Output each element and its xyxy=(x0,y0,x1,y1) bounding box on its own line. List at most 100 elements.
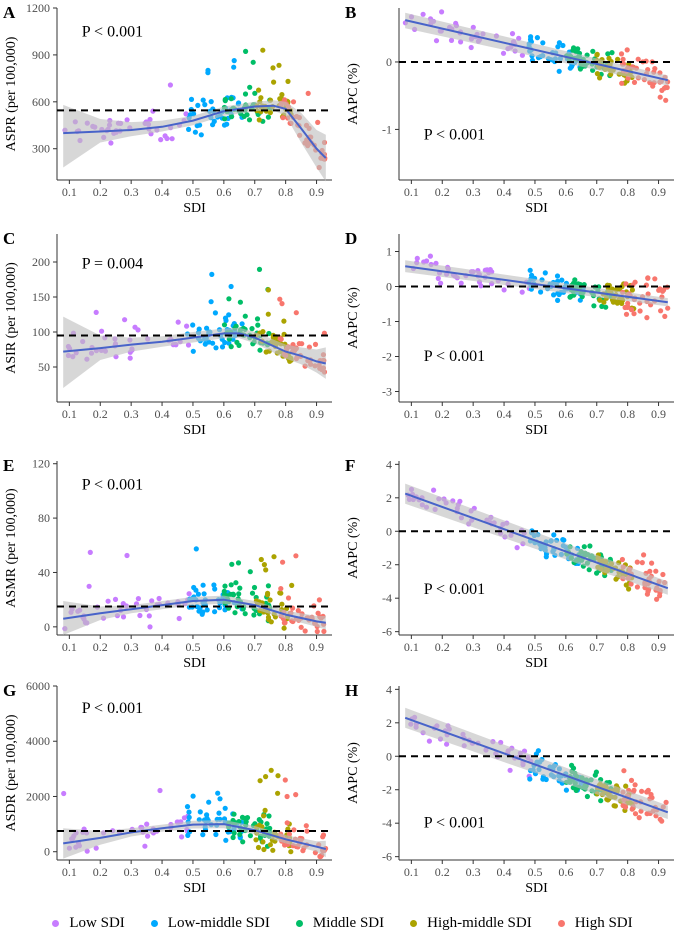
x-tick-label: 0.5 xyxy=(527,407,542,421)
data-point xyxy=(538,289,544,295)
data-point xyxy=(212,609,218,615)
x-tick-label: 0.5 xyxy=(527,640,542,654)
data-point xyxy=(137,612,143,619)
data-point xyxy=(458,280,464,286)
x-tick-label: 0.2 xyxy=(435,185,450,199)
data-point xyxy=(186,809,192,815)
data-point xyxy=(108,140,114,146)
data-point xyxy=(484,267,490,273)
data-point xyxy=(271,554,277,560)
data-point xyxy=(186,126,192,132)
data-point xyxy=(250,59,256,65)
data-point xyxy=(135,596,141,602)
y-tick-label: 2 xyxy=(386,491,392,505)
y-axis-label: ASIR (per 100,000) xyxy=(4,262,19,374)
legend-label: Middle SDI xyxy=(312,914,385,931)
data-point xyxy=(242,313,248,319)
legend-marker xyxy=(557,919,565,927)
legend-label: Low-middle SDI xyxy=(167,914,270,931)
p-value-annotation: P = 0.004 xyxy=(82,256,143,273)
y-tick-label: -2 xyxy=(382,558,392,572)
p-value-annotation: P < 0.001 xyxy=(82,700,143,717)
x-tick-label: 0.6 xyxy=(216,185,231,199)
data-point xyxy=(594,570,600,576)
data-point xyxy=(560,42,566,49)
y-tick-label: -1 xyxy=(382,122,392,136)
panel-label: D xyxy=(345,229,357,248)
data-point xyxy=(256,117,262,123)
x-tick-label: 0.9 xyxy=(309,407,324,421)
data-point xyxy=(592,772,598,778)
x-tick-label: 0.1 xyxy=(404,640,419,654)
data-point xyxy=(175,319,181,325)
data-point xyxy=(599,303,605,309)
data-point xyxy=(188,96,195,102)
data-point xyxy=(216,810,222,816)
y-tick-label: 50 xyxy=(38,360,50,374)
x-tick-label: 0.4 xyxy=(497,407,512,421)
data-point xyxy=(652,276,658,282)
data-point xyxy=(647,568,653,574)
confidence-band xyxy=(63,316,326,388)
data-point xyxy=(280,559,286,565)
data-point xyxy=(652,66,658,72)
data-point xyxy=(280,115,286,121)
data-point xyxy=(258,556,264,563)
data-point xyxy=(124,117,130,123)
data-point xyxy=(316,597,322,603)
y-tick-label: -3 xyxy=(382,385,392,399)
confidence-band xyxy=(63,595,326,635)
data-point xyxy=(235,560,242,566)
data-point xyxy=(144,821,150,827)
data-point xyxy=(204,607,210,613)
y-tick-label: 300 xyxy=(32,142,50,156)
data-point xyxy=(559,277,565,283)
data-point xyxy=(433,38,440,44)
fit-line xyxy=(405,265,668,304)
data-point xyxy=(657,593,663,599)
data-point xyxy=(299,341,305,347)
data-point xyxy=(594,71,601,77)
data-point xyxy=(527,36,534,43)
data-point xyxy=(222,315,229,321)
data-point xyxy=(623,311,630,317)
data-point xyxy=(277,335,283,342)
x-tick-label: 0.3 xyxy=(466,865,481,879)
data-point xyxy=(298,624,304,630)
x-tick-label: 0.9 xyxy=(651,185,666,199)
data-point xyxy=(176,615,182,622)
data-point xyxy=(590,48,596,54)
data-point xyxy=(251,584,258,591)
x-tick-label: 0.4 xyxy=(155,185,170,199)
panel-label: B xyxy=(345,3,356,22)
data-point xyxy=(560,537,566,543)
data-point xyxy=(284,820,290,826)
data-point xyxy=(223,837,229,843)
x-tick-label: 0.8 xyxy=(278,407,293,421)
x-tick-label: 0.5 xyxy=(185,185,200,199)
data-point xyxy=(247,84,253,90)
data-point xyxy=(265,287,271,293)
data-point xyxy=(240,839,246,845)
data-point xyxy=(657,94,663,100)
data-point xyxy=(507,767,513,773)
data-point xyxy=(594,51,600,57)
x-tick-label: 0.3 xyxy=(466,640,481,654)
x-tick-label: 0.6 xyxy=(558,865,573,879)
data-point xyxy=(267,597,273,603)
x-tick-label: 0.3 xyxy=(124,865,139,879)
data-point xyxy=(195,102,201,108)
data-point xyxy=(514,545,520,551)
data-point xyxy=(591,303,597,309)
data-point xyxy=(212,310,218,316)
y-axis-label: AAPC (%) xyxy=(346,742,361,804)
data-point xyxy=(217,796,223,802)
data-point xyxy=(270,847,276,853)
data-point xyxy=(276,62,282,68)
data-point xyxy=(243,815,249,821)
data-point xyxy=(255,322,261,328)
data-point xyxy=(206,799,212,805)
data-point xyxy=(192,129,198,135)
data-point xyxy=(628,581,634,587)
x-tick-label: 0.3 xyxy=(124,640,139,654)
